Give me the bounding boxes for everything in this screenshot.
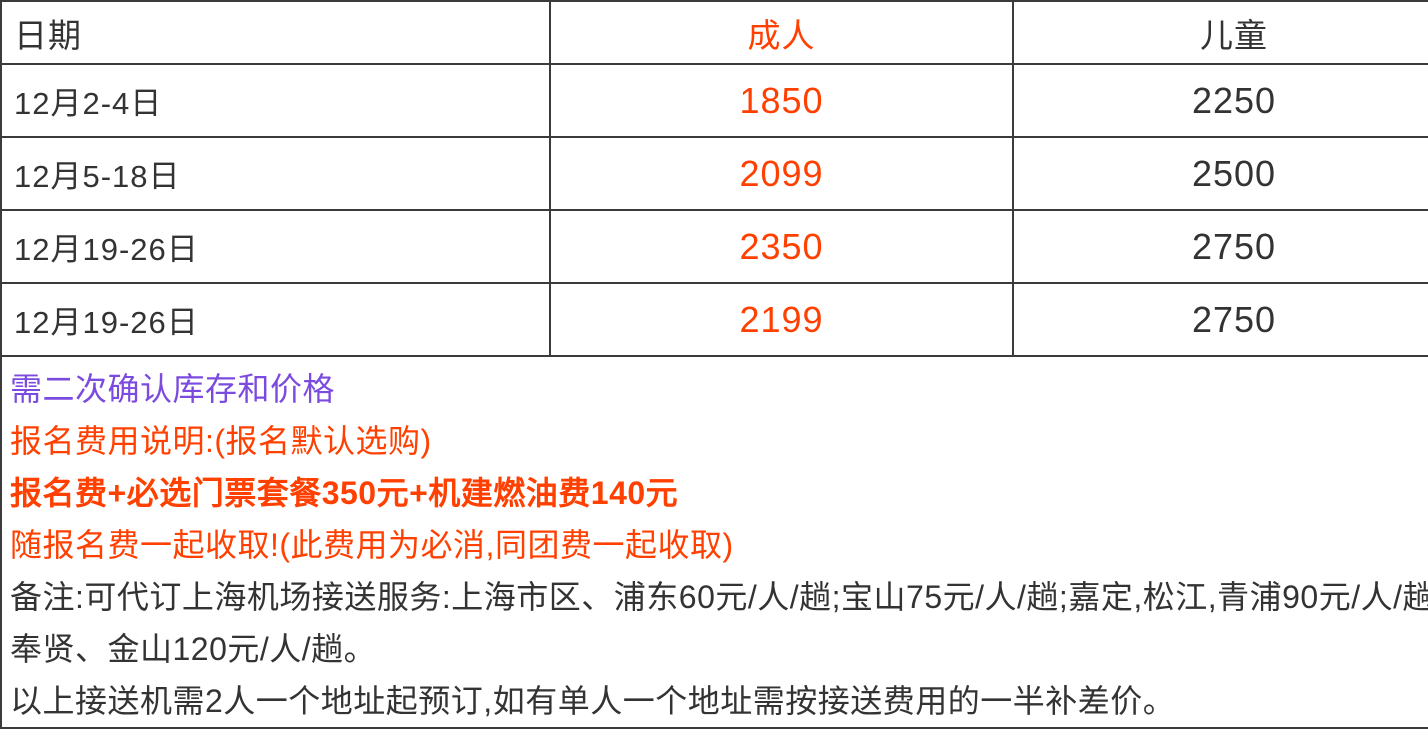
table-row: 12月5-18日 2099 2500 bbox=[0, 136, 1428, 211]
child-price-cell: 2750 bbox=[1012, 209, 1428, 284]
price-table-body: 12月2-4日 1850 2250 12月5-18日 2099 2500 12月… bbox=[0, 63, 1428, 729]
column-header-adult: 成人 bbox=[549, 0, 1014, 65]
column-header-date: 日期 bbox=[0, 0, 551, 65]
adult-price-cell: 2099 bbox=[549, 136, 1014, 211]
child-price-cell: 2750 bbox=[1012, 282, 1428, 357]
table-row: 12月2-4日 1850 2250 bbox=[0, 63, 1428, 138]
note-remark-transfer: 备注:可代订上海机场接送服务:上海市区、浦东60元/人/趟;宝山75元/人/趟;… bbox=[10, 579, 1428, 667]
price-table-header: 日期 成人 儿童 bbox=[0, 0, 1428, 65]
date-cell: 12月2-4日 bbox=[0, 63, 551, 138]
adult-price-cell: 2199 bbox=[549, 282, 1014, 357]
price-table: 日期 成人 儿童 12月2-4日 1850 2250 12月5-18日 2099… bbox=[0, 0, 1428, 729]
date-cell: 12月19-26日 bbox=[0, 209, 551, 284]
column-header-child: 儿童 bbox=[1012, 0, 1428, 65]
date-cell: 12月5-18日 bbox=[0, 136, 551, 211]
note-fee-title: 报名费用说明:(报名默认选购) bbox=[10, 423, 432, 459]
table-row: 12月19-26日 2350 2750 bbox=[0, 209, 1428, 284]
header-row: 日期 成人 儿童 bbox=[0, 0, 1428, 65]
notes-row: 需二次确认库存和价格 报名费用说明:(报名默认选购) 报名费+必选门票套餐350… bbox=[0, 355, 1428, 729]
adult-price-cell: 2350 bbox=[549, 209, 1014, 284]
adult-price-cell: 1850 bbox=[549, 63, 1014, 138]
notes-cell: 需二次确认库存和价格 报名费用说明:(报名默认选购) 报名费+必选门票套餐350… bbox=[0, 355, 1428, 729]
child-price-cell: 2250 bbox=[1012, 63, 1428, 138]
date-cell: 12月19-26日 bbox=[0, 282, 551, 357]
note-stock-confirm: 需二次确认库存和价格 bbox=[10, 371, 336, 407]
table-row: 12月19-26日 2199 2750 bbox=[0, 282, 1428, 357]
note-fee-detail: 报名费+必选门票套餐350元+机建燃油费140元 bbox=[10, 475, 679, 511]
note-fee-collect: 随报名费一起收取!(此费用为必消,同团费一起收取) bbox=[10, 527, 734, 563]
child-price-cell: 2500 bbox=[1012, 136, 1428, 211]
note-remark-min-booking: 以上接送机需2人一个地址起预订,如有单人一个地址需按接送费用的一半补差价。 bbox=[10, 683, 1176, 719]
